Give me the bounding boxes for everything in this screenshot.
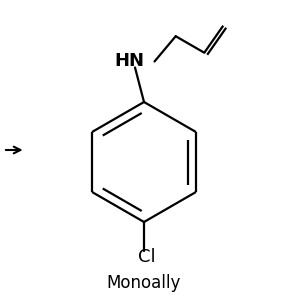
Text: Monoally: Monoally — [107, 274, 181, 292]
Text: Cl: Cl — [138, 248, 156, 266]
Text: HN: HN — [114, 52, 144, 70]
